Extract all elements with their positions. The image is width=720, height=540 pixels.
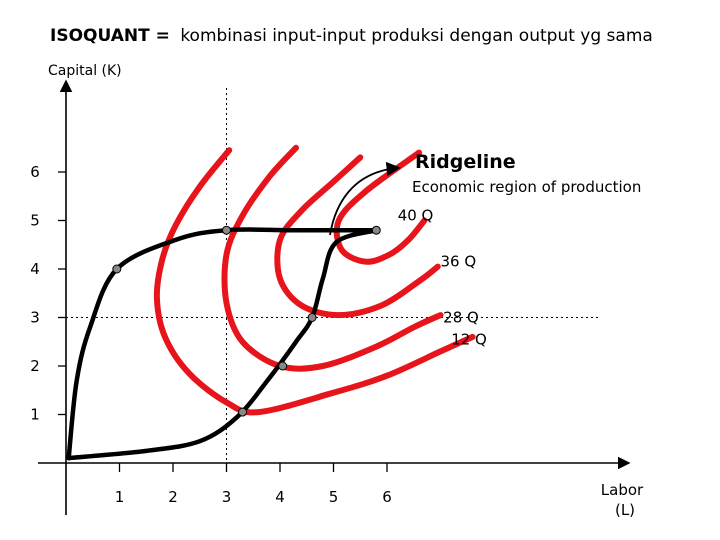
isoquant-labels: 12 Q 28 Q 36 Q 40 Q — [398, 207, 487, 349]
tangent-point-marker — [112, 264, 122, 274]
y-tick-label: 1 — [30, 406, 40, 424]
isoquant-label: 28 Q — [443, 309, 479, 327]
y-tick-label: 6 — [30, 163, 40, 181]
isoquant-curve — [333, 149, 428, 265]
y-tick-label: 2 — [30, 357, 40, 375]
ridgeline-arrow — [329, 161, 401, 236]
isoquant-curve — [274, 154, 441, 319]
ridgeline-lower — [66, 227, 379, 461]
ridgeline-upper — [66, 227, 379, 461]
x-axis-label-line1: Labor — [601, 481, 644, 499]
axis-ticks: 1 2 3 4 5 6 1 2 3 4 5 6 — [30, 163, 392, 506]
ridgeline-label: Ridgeline — [415, 151, 516, 173]
title-rest: kombinasi input-input produksi dengan ou… — [180, 26, 652, 46]
isoquant-curves — [153, 144, 476, 416]
x-tick-label: 1 — [115, 488, 125, 506]
x-tick-label: 6 — [382, 488, 392, 506]
x-tick-label: 3 — [222, 488, 232, 506]
y-tick-label: 4 — [30, 260, 40, 278]
y-tick-label: 3 — [30, 309, 40, 327]
y-tick-label: 5 — [30, 212, 40, 230]
isoquant-curve — [221, 144, 444, 372]
tangent-point-marker — [222, 225, 231, 235]
x-tick-label: 2 — [168, 488, 178, 506]
tangent-point-marker — [278, 361, 288, 371]
isoquant-label: 36 Q — [441, 253, 477, 271]
tangent-point-marker — [371, 225, 381, 235]
tangent-point-marker — [307, 313, 317, 322]
isoquant-label: 40 Q — [398, 207, 434, 225]
title-bold: ISOQUANT = — [50, 26, 170, 46]
tangent-point-marker — [238, 407, 248, 417]
x-tick-label: 4 — [275, 488, 285, 506]
economic-region-label: Economic region of production — [412, 178, 641, 196]
isoquant-label: 12 Q — [451, 330, 487, 348]
guide-lines — [66, 88, 598, 463]
chart-title: ISOQUANT = kombinasi input-input produks… — [50, 26, 653, 46]
isoquant-curve — [153, 147, 476, 416]
y-axis-label: Capital (K) — [48, 63, 122, 79]
x-tick-label: 5 — [329, 488, 339, 506]
x-axis-label-line2: (L) — [615, 501, 635, 519]
tangent-markers — [112, 225, 381, 417]
ridgeline-curves — [66, 227, 379, 461]
